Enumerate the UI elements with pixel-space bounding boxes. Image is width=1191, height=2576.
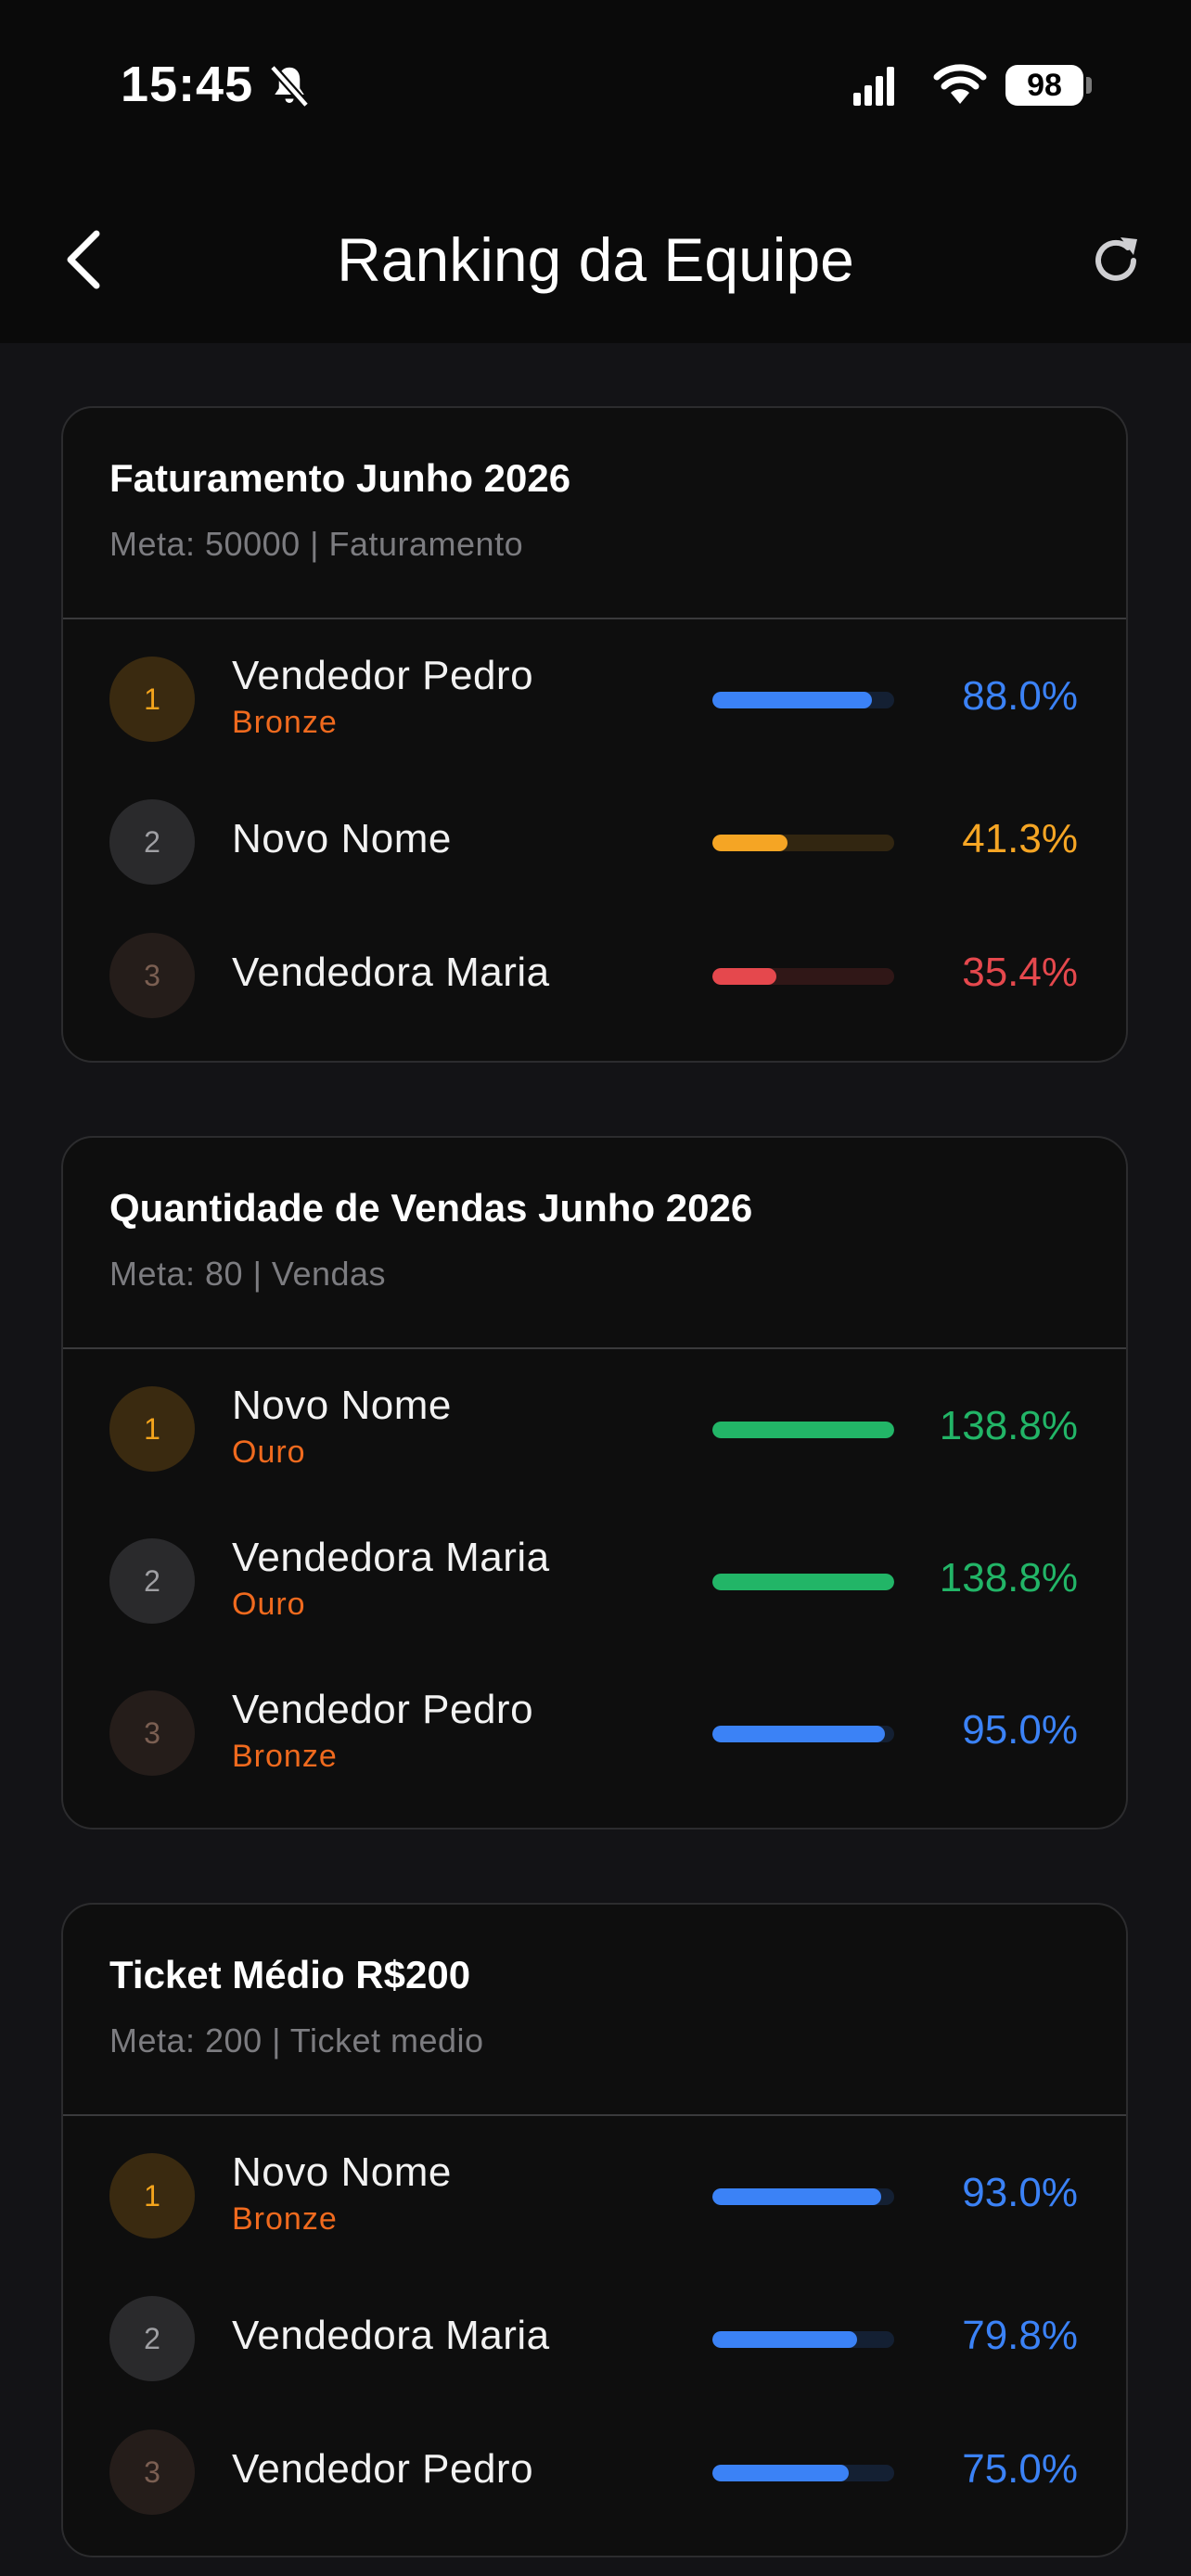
progress-bar xyxy=(712,1422,894,1438)
rank-badge: 2 xyxy=(109,2296,195,2381)
progress-fill xyxy=(712,835,788,851)
seller-name: Vendedora Maria xyxy=(232,950,550,995)
battery-indicator: 98 xyxy=(1005,65,1083,106)
percent-value: 79.8% xyxy=(962,2313,1078,2358)
ranking-row[interactable]: 1 Vendedor Pedro Bronze 88.0% xyxy=(63,653,1126,746)
ranking-card-ticket: Ticket Médio R$200 Meta: 200 | Ticket me… xyxy=(61,1903,1128,2557)
card-subtitle: Meta: 200 | Ticket medio xyxy=(109,2021,484,2060)
progress-bar xyxy=(712,2465,894,2481)
progress-bar xyxy=(712,968,894,985)
progress-bar xyxy=(712,2188,894,2205)
ranking-row[interactable]: 1 Novo Nome Bronze 93.0% xyxy=(63,2149,1126,2242)
card-title: Ticket Médio R$200 xyxy=(109,1953,471,1996)
progress-bar xyxy=(712,1726,894,1742)
progress-fill xyxy=(712,1726,886,1742)
seller-name: Novo Nome xyxy=(232,2149,452,2195)
ranking-row[interactable]: 3 Vendedor Pedro 75.0% xyxy=(63,2426,1126,2519)
tier-label: Bronze xyxy=(232,1739,338,1774)
ranking-row[interactable]: 3 Vendedora Maria 35.4% xyxy=(63,929,1126,1022)
rank-badge: 1 xyxy=(109,1386,195,1472)
ranking-row[interactable]: 2 Vendedora Maria 79.8% xyxy=(63,2292,1126,2385)
progress-fill xyxy=(712,2331,858,2348)
card-header: Ticket Médio R$200 Meta: 200 | Ticket me… xyxy=(63,1905,1126,2116)
progress-fill xyxy=(712,2465,849,2481)
percent-value: 41.3% xyxy=(962,816,1078,861)
percent-value: 95.0% xyxy=(962,1707,1078,1753)
seller-name: Vendedora Maria xyxy=(232,2313,550,2358)
rank-badge: 3 xyxy=(109,933,195,1018)
progress-bar xyxy=(712,692,894,708)
rank-badge: 2 xyxy=(109,799,195,885)
rank-badge: 2 xyxy=(109,1538,195,1624)
percent-value: 93.0% xyxy=(962,2170,1078,2215)
tier-label: Ouro xyxy=(232,1435,306,1470)
status-time: 15:45 xyxy=(121,57,254,112)
signal-icon xyxy=(853,67,894,106)
card-header: Quantidade de Vendas Junho 2026 Meta: 80… xyxy=(63,1138,1126,1349)
rank-badge: 1 xyxy=(109,2153,195,2238)
rank-badge: 3 xyxy=(109,1690,195,1776)
ranking-card-sales-count: Quantidade de Vendas Junho 2026 Meta: 80… xyxy=(61,1136,1128,1830)
tier-label: Bronze xyxy=(232,2201,338,2237)
progress-fill xyxy=(712,692,873,708)
ranking-row[interactable]: 2 Vendedora Maria Ouro 138.8% xyxy=(63,1535,1126,1627)
card-title: Faturamento Junho 2026 xyxy=(109,456,571,500)
ranking-row[interactable]: 2 Novo Nome 41.3% xyxy=(63,796,1126,888)
card-title: Quantidade de Vendas Junho 2026 xyxy=(109,1186,753,1230)
seller-name: Vendedor Pedro xyxy=(232,1687,534,1732)
percent-value: 138.8% xyxy=(939,1555,1078,1600)
progress-fill xyxy=(712,2188,882,2205)
top-bar xyxy=(0,0,1191,343)
page-title: Ranking da Equipe xyxy=(337,225,854,294)
bell-muted-icon xyxy=(269,64,310,108)
card-subtitle: Meta: 50000 | Faturamento xyxy=(109,525,524,563)
rank-badge: 1 xyxy=(109,657,195,742)
card-header: Faturamento Junho 2026 Meta: 50000 | Fat… xyxy=(63,408,1126,619)
ranking-row[interactable]: 3 Vendedor Pedro Bronze 95.0% xyxy=(63,1687,1126,1779)
progress-bar xyxy=(712,1574,894,1590)
percent-value: 138.8% xyxy=(939,1403,1078,1448)
progress-fill xyxy=(712,968,777,985)
seller-name: Vendedor Pedro xyxy=(232,653,534,698)
refresh-button[interactable] xyxy=(1087,232,1145,289)
progress-bar xyxy=(712,835,894,851)
rank-badge: 3 xyxy=(109,2429,195,2515)
progress-fill xyxy=(712,1422,894,1438)
ranking-card-revenue: Faturamento Junho 2026 Meta: 50000 | Fat… xyxy=(61,406,1128,1063)
back-button[interactable] xyxy=(56,223,111,297)
seller-name: Vendedor Pedro xyxy=(232,2446,534,2492)
percent-value: 35.4% xyxy=(962,950,1078,995)
seller-name: Novo Nome xyxy=(232,1383,452,1428)
progress-fill xyxy=(712,1574,894,1590)
percent-value: 75.0% xyxy=(962,2446,1078,2492)
battery-tip xyxy=(1086,77,1092,94)
wifi-icon xyxy=(933,64,987,104)
ranking-row[interactable]: 1 Novo Nome Ouro 138.8% xyxy=(63,1383,1126,1475)
card-subtitle: Meta: 80 | Vendas xyxy=(109,1255,387,1293)
seller-name: Vendedora Maria xyxy=(232,1535,550,1580)
seller-name: Novo Nome xyxy=(232,816,452,861)
tier-label: Ouro xyxy=(232,1587,306,1622)
percent-value: 88.0% xyxy=(962,673,1078,719)
progress-bar xyxy=(712,2331,894,2348)
tier-label: Bronze xyxy=(232,705,338,740)
